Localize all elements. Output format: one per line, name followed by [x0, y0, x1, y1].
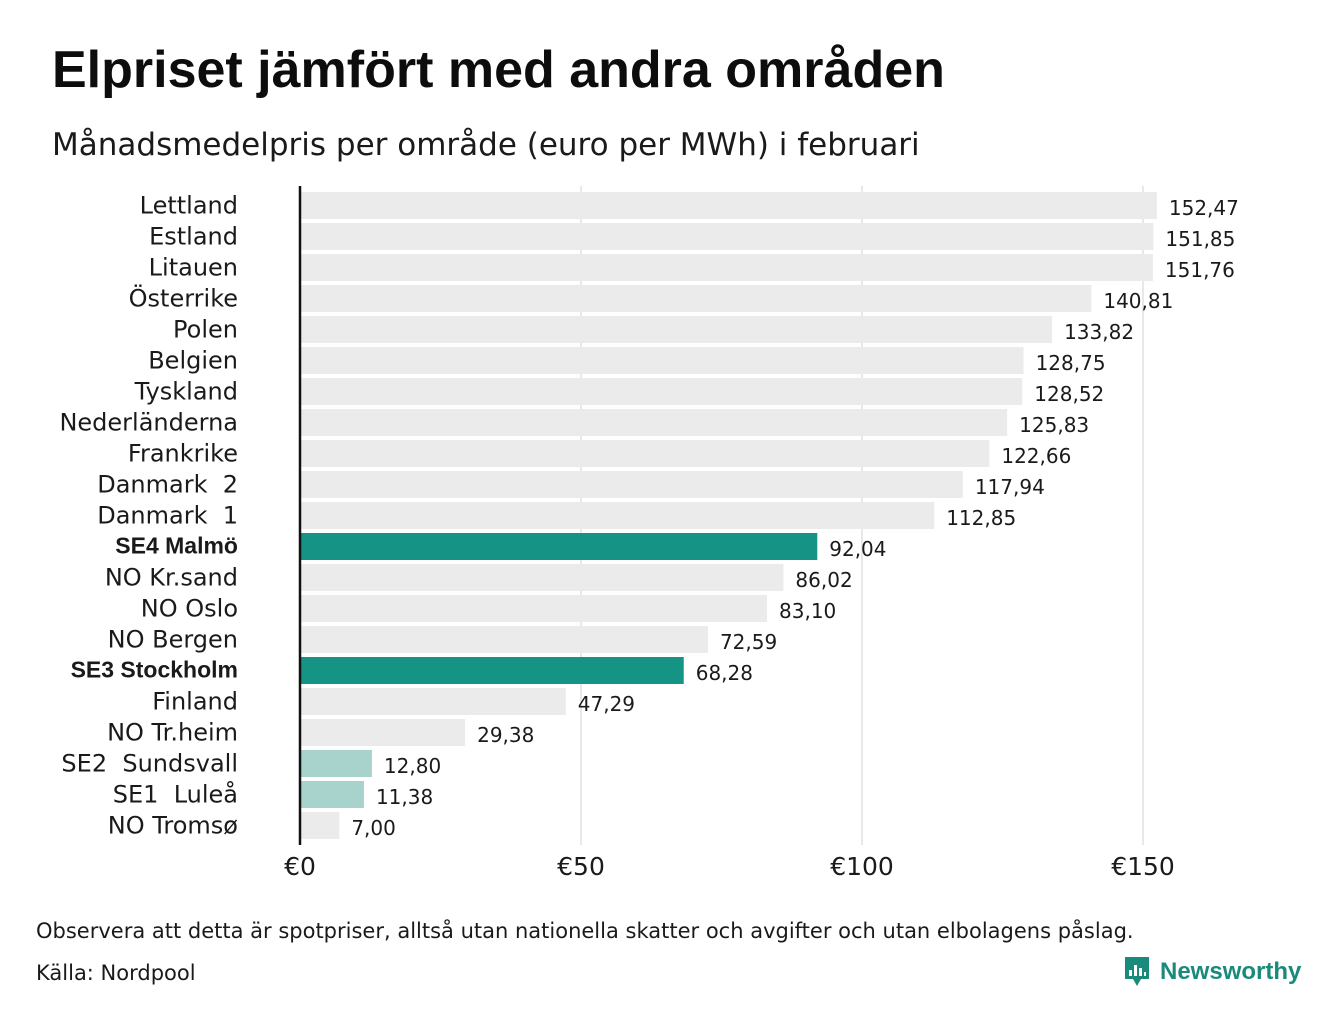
bar: [300, 812, 340, 839]
bar: [300, 254, 1153, 281]
category-label: NO Tr.heim: [107, 719, 238, 747]
value-label: 152,47: [1169, 196, 1239, 220]
value-label: 12,80: [384, 754, 441, 778]
x-tick-label: €150: [1111, 852, 1175, 881]
footnote: Observera att detta är spotpriser, allts…: [36, 919, 1134, 943]
category-label: Estland: [149, 223, 238, 251]
brand-name: Newsworthy: [1160, 958, 1302, 985]
category-label: Frankrike: [128, 440, 238, 468]
bar: [300, 409, 1008, 436]
bar: [300, 750, 372, 777]
category-label: NO Oslo: [141, 595, 238, 623]
x-tick-label: €50: [557, 852, 605, 881]
category-label: Nederländerna: [59, 409, 238, 437]
category-label: SE1 Luleå: [113, 780, 238, 809]
category-label: SE4 Malmö: [115, 533, 238, 559]
chart-subtitle: Månadsmedelpris per område (euro per MWh…: [52, 127, 920, 163]
brand-logo[interactable]: Newsworthy: [1122, 954, 1301, 990]
newsworthy-logo-icon: [1125, 957, 1149, 986]
value-label: 125,83: [1019, 413, 1089, 437]
value-label: 92,04: [829, 537, 886, 561]
bar: [300, 657, 684, 684]
bar: [300, 223, 1154, 250]
category-label: Österrike: [129, 284, 238, 313]
value-label: 117,94: [975, 475, 1045, 499]
value-label: 112,85: [946, 506, 1016, 530]
value-label: 151,85: [1165, 227, 1235, 251]
bar: [300, 626, 708, 653]
x-tick-label: €0: [284, 852, 316, 881]
category-label: Finland: [152, 688, 238, 716]
value-label: 7,00: [351, 816, 396, 840]
category-label: Litauen: [149, 254, 238, 282]
bar: [300, 378, 1023, 405]
bar: [300, 285, 1092, 312]
value-label: 11,38: [376, 785, 433, 809]
category-label: SE2 Sundsvall: [61, 750, 238, 778]
value-label: 86,02: [795, 568, 852, 592]
bar: [300, 471, 963, 498]
value-label: 47,29: [578, 692, 635, 716]
bar: [300, 316, 1053, 343]
bar: [300, 595, 768, 622]
bar: [300, 719, 466, 746]
category-label: Danmark 1: [97, 502, 238, 530]
category-label: Lettland: [140, 192, 238, 220]
bar: [300, 502, 935, 529]
bar: [300, 533, 818, 560]
bar: [300, 781, 364, 808]
category-label: Danmark 2: [97, 471, 238, 499]
category-label: NO Tromsø: [108, 812, 238, 840]
bar: [300, 564, 784, 591]
value-label: 128,75: [1036, 351, 1106, 375]
bar: [300, 192, 1157, 219]
bar: [300, 688, 566, 715]
category-label: Tyskland: [134, 378, 238, 406]
x-tick-label: €100: [830, 852, 894, 881]
category-label: Belgien: [148, 347, 238, 375]
source-credit: Källa: Nordpool: [36, 961, 196, 985]
value-label: 140,81: [1103, 289, 1173, 313]
category-label: SE3 Stockholm: [71, 657, 238, 683]
value-label: 151,76: [1165, 258, 1235, 282]
category-label: Polen: [173, 316, 238, 344]
category-label: NO Kr.sand: [105, 564, 238, 592]
bar-chart: Lettland 152,47 Estland 151,85 Litauen 151,76…: [59, 186, 1239, 881]
bar: [300, 440, 990, 467]
chart-title: Elpriset jämfört med andra områden: [52, 41, 945, 99]
value-label: 122,66: [1001, 444, 1071, 468]
category-label: NO Bergen: [108, 626, 238, 654]
value-label: 29,38: [477, 723, 534, 747]
value-label: 128,52: [1034, 382, 1104, 406]
value-label: 68,28: [696, 661, 753, 685]
value-label: 72,59: [720, 630, 777, 654]
value-label: 133,82: [1064, 320, 1134, 344]
bar: [300, 347, 1024, 374]
value-label: 83,10: [779, 599, 836, 623]
